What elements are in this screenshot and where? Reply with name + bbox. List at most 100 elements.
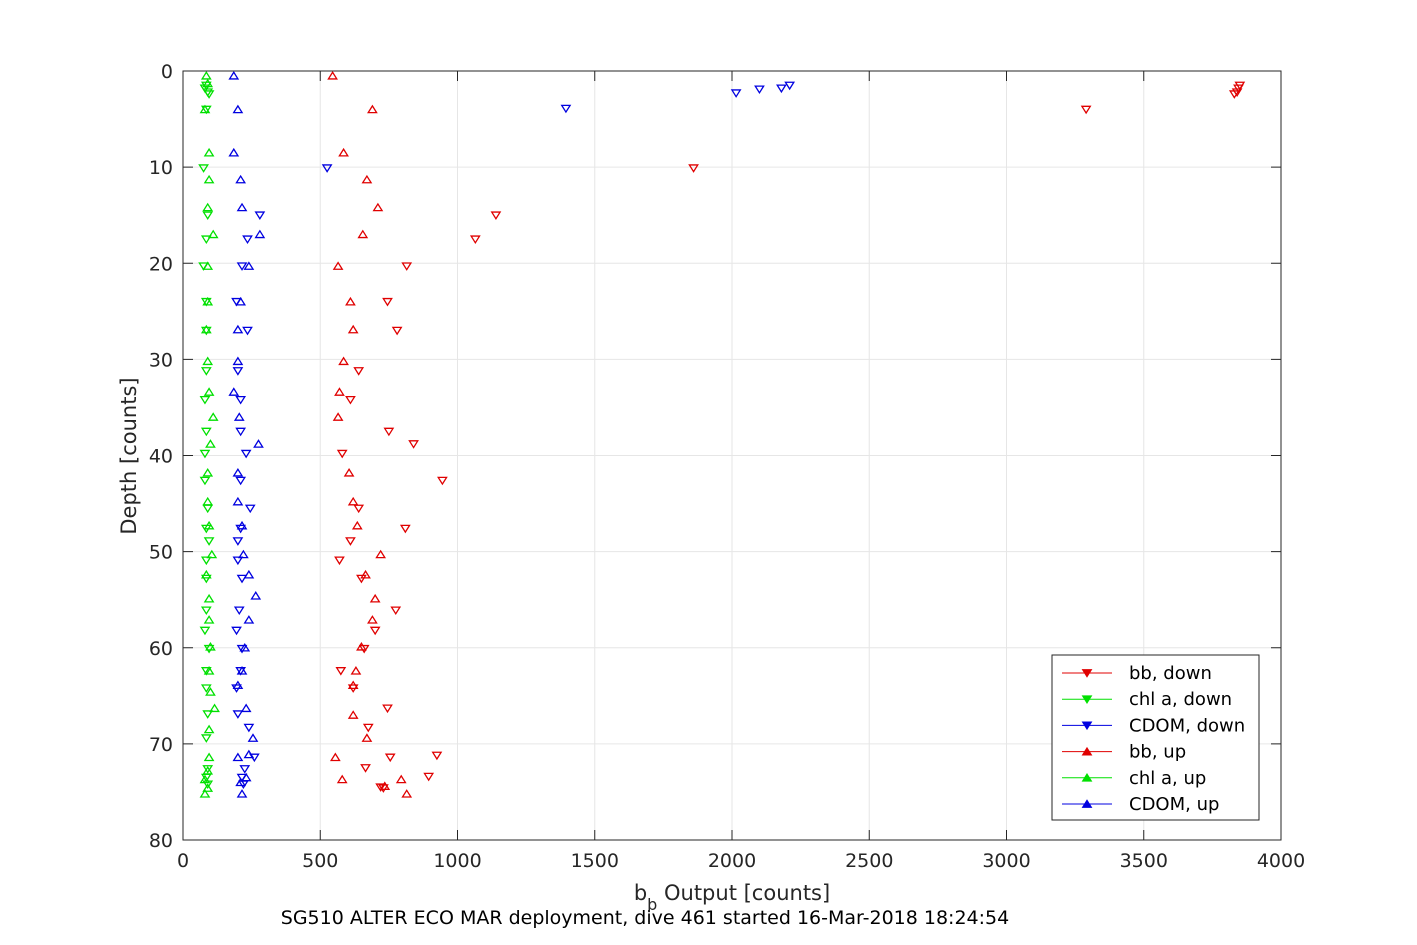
data-point — [250, 591, 262, 600]
data-point — [199, 395, 211, 405]
data-point — [200, 569, 212, 579]
y-tick-label: 20 — [149, 253, 173, 275]
data-point — [240, 703, 252, 713]
data-point — [356, 574, 367, 584]
legend-label: bb, down — [1129, 663, 1212, 684]
data-point — [236, 574, 248, 584]
data-point — [242, 235, 253, 245]
data-point — [200, 574, 212, 584]
data-point — [239, 765, 251, 774]
data-point — [243, 615, 255, 624]
data-point — [205, 641, 216, 651]
data-point — [203, 666, 215, 675]
x-tick-label: 4000 — [1257, 850, 1305, 872]
data-point — [329, 752, 341, 762]
data-point — [203, 174, 215, 184]
data-point — [243, 723, 255, 733]
data-point — [200, 235, 212, 245]
data-point — [203, 724, 215, 734]
data-point — [200, 297, 212, 307]
data-point — [232, 104, 244, 114]
data-point — [200, 427, 212, 437]
data-point — [202, 261, 214, 270]
data-point — [236, 202, 248, 212]
data-point — [336, 449, 348, 459]
data-point — [362, 723, 374, 733]
data-point — [423, 772, 435, 782]
legend-marker — [1081, 669, 1093, 678]
data-point — [784, 81, 796, 91]
data-point — [200, 367, 212, 376]
data-point — [382, 297, 393, 307]
data-point — [334, 387, 345, 396]
data-point — [202, 202, 214, 212]
legend-label: CDOM, up — [1129, 794, 1219, 815]
x-axis-label-units: Output [counts] — [657, 881, 830, 905]
data-point — [236, 644, 248, 654]
data-point — [361, 174, 373, 184]
y-tick-label: 30 — [149, 349, 173, 371]
data-point — [232, 537, 244, 546]
data-point — [336, 774, 348, 784]
data-point — [200, 684, 212, 693]
data-point — [383, 427, 395, 437]
data-point — [200, 105, 212, 115]
data-point — [395, 774, 407, 784]
data-point — [347, 324, 359, 334]
axis-ticks: 0 500 1000 1500 2000 2500 3000 3500 4000 0 10 20 30 4… — [149, 61, 1305, 872]
data-point — [243, 569, 255, 579]
legend-marker — [1081, 799, 1093, 808]
data-point — [408, 440, 419, 449]
data-point — [399, 524, 411, 534]
legend-label: chl a, down — [1129, 689, 1232, 710]
data-point — [338, 356, 349, 366]
y-tick-label: 40 — [149, 446, 173, 468]
legend: bb, down chl a, down CDOM, down bb, up chl a… — [1051, 654, 1260, 821]
data-point — [203, 615, 215, 624]
data-point — [335, 667, 347, 676]
data-point — [239, 642, 251, 652]
data-point — [200, 324, 212, 334]
data-point — [361, 733, 373, 742]
data-point — [338, 147, 349, 157]
data-point — [390, 606, 402, 616]
data-point — [236, 789, 248, 798]
data-point — [240, 772, 252, 782]
data-point — [401, 262, 413, 271]
data-point — [236, 520, 248, 530]
data-point — [200, 556, 212, 566]
data-point — [235, 427, 247, 437]
legend-marker — [1081, 695, 1093, 704]
data-point — [235, 395, 247, 405]
data-point — [202, 765, 214, 775]
x-tick-label: 3500 — [1120, 850, 1168, 872]
data-point — [367, 615, 378, 624]
data-point — [200, 606, 212, 616]
data-point — [353, 504, 365, 514]
data-point — [232, 496, 244, 506]
data-point — [207, 412, 219, 421]
data-point — [375, 549, 387, 559]
data-point — [233, 412, 245, 421]
data-point — [350, 666, 362, 675]
y-tick-label: 50 — [149, 542, 173, 564]
data-point — [347, 680, 359, 690]
data-point — [233, 606, 245, 616]
data-point — [243, 749, 255, 759]
data-point — [345, 537, 356, 546]
data-point — [431, 751, 443, 761]
data-point — [232, 468, 244, 477]
data-point — [369, 593, 381, 603]
data-point — [206, 549, 218, 559]
data-point — [358, 644, 370, 654]
x-tick-label: 3000 — [982, 850, 1030, 872]
data-point — [199, 449, 211, 459]
x-tick-label: 0 — [177, 850, 189, 872]
data-point — [334, 556, 345, 566]
data-point — [437, 476, 448, 486]
data-point — [232, 367, 244, 376]
x-tick-label: 500 — [302, 850, 338, 872]
data-point — [343, 468, 355, 477]
data-point — [254, 229, 266, 239]
legend-marker — [1081, 721, 1093, 731]
